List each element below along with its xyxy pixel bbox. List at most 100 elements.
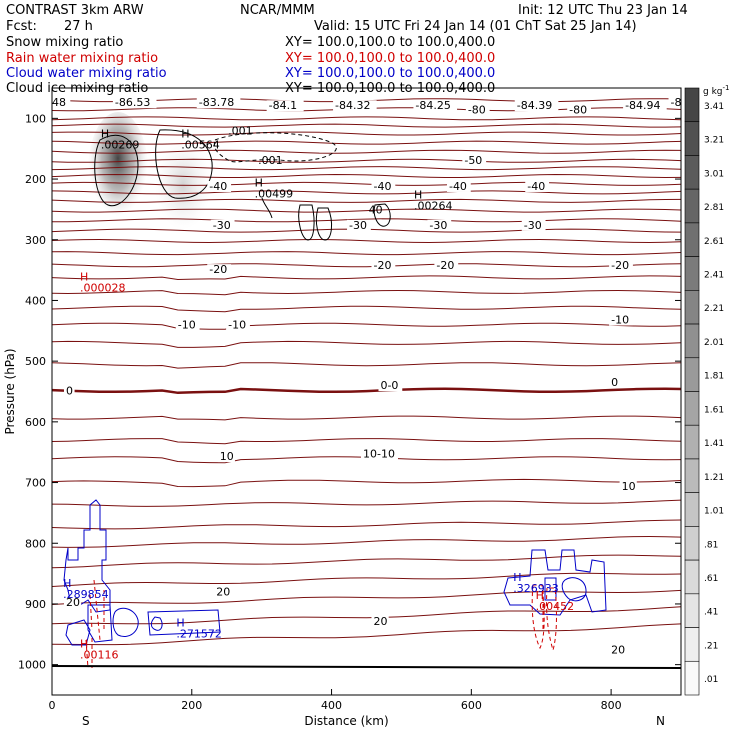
colorbar-label: .41	[704, 608, 718, 618]
temperature-label-bg	[623, 100, 667, 112]
colorbar-swatch	[684, 87, 700, 123]
temperature-label: 0-0	[380, 379, 398, 392]
isotherm	[52, 519, 681, 530]
field-name-rain: Rain water mixing ratio	[6, 51, 159, 66]
cloud-water-contour	[150, 616, 163, 631]
rain-water-contour	[531, 584, 545, 650]
temperature-label-bg	[371, 616, 389, 628]
temperature-label-bg	[446, 180, 471, 192]
temperature-label: -80	[468, 103, 486, 116]
isotherm	[52, 499, 681, 507]
y-tick-label: 800	[25, 537, 46, 550]
temperature-label-bg	[521, 219, 546, 231]
center-title: NCAR/MMM	[240, 3, 315, 18]
colorbar-label: .21	[704, 641, 718, 651]
temperature-label: -50	[464, 154, 482, 167]
temperature-label-bg	[266, 100, 304, 112]
cloud-ice-contour	[315, 207, 333, 241]
colorbar-swatch	[684, 256, 700, 291]
y-tick-label: 500	[25, 355, 46, 368]
model-title: CONTRAST 3km ARW	[6, 3, 144, 18]
isotherm	[52, 362, 681, 369]
cloud-ice-contour	[373, 203, 391, 227]
temperature-label-bg	[196, 97, 241, 109]
colorbar-label: 2.61	[704, 237, 724, 247]
ice-contour-label: .001	[228, 125, 253, 138]
cloud-water-contour	[112, 607, 139, 637]
colorbar-swatch	[684, 391, 700, 426]
temperature-label: -10	[178, 318, 196, 331]
isotherm	[52, 238, 681, 244]
temperature-label: -20	[611, 259, 629, 272]
isotherm	[52, 218, 681, 223]
y-tick-label: 900	[25, 598, 46, 611]
high-marker: H	[80, 638, 88, 651]
field-xy-cloud-water: XY= 100.0,100.0 to 100.0,400.0	[285, 66, 496, 81]
temperature-label-bg	[567, 104, 591, 116]
temperature-label: -84.39	[517, 99, 552, 112]
ice-contour-label: .001	[258, 154, 283, 167]
isotherm	[52, 305, 681, 313]
temperature-label: -30	[213, 219, 231, 232]
x-tick-label: 600	[461, 699, 482, 712]
temperature-label-bg	[525, 180, 550, 192]
high-value: .00452	[536, 600, 575, 613]
temperature-label: 20	[611, 644, 625, 657]
temperature-label-bg	[361, 448, 399, 460]
colorbar-label: 1.61	[704, 405, 724, 415]
colorbar-label: 1.41	[704, 439, 724, 449]
high-marker: H	[63, 577, 71, 590]
temperature-label-bg	[226, 319, 250, 331]
temperature-label-bg	[434, 259, 459, 271]
temperature-label-bg	[52, 97, 71, 109]
y-tick-label: 700	[25, 477, 46, 490]
high-value: .00264	[414, 199, 453, 212]
colorbar-label: .61	[704, 574, 718, 584]
y-tick-label: 1000	[18, 659, 46, 672]
temperature-label-bg	[371, 180, 396, 192]
temperature-label: -10	[228, 318, 246, 331]
high-marker: H	[255, 176, 263, 189]
temperature-label: -84.94	[625, 99, 660, 112]
cloud-ice-contour	[261, 197, 273, 219]
temperature-label-bg	[462, 154, 487, 166]
cloud-ice-contour	[298, 204, 315, 241]
colorbar-label: 2.41	[704, 270, 724, 280]
temperature-label: 10-10	[363, 448, 395, 461]
y-tick-label: 300	[25, 234, 46, 247]
valid-time: Valid: 15 UTC Fri 24 Jan 14 (01 ChT Sat …	[314, 19, 637, 34]
isotherm	[52, 116, 681, 121]
temperature-label-bg	[619, 480, 637, 492]
temperature-label: -84.25	[415, 99, 450, 112]
colorbar-swatch	[684, 458, 700, 493]
colorbar-label: 3.41	[704, 102, 724, 112]
colorbar-swatch	[684, 290, 700, 325]
temperature-label: -30	[524, 219, 542, 232]
temperature-label: -80	[569, 103, 587, 116]
isotherm	[52, 208, 681, 213]
colorbar-label: .01	[704, 675, 718, 685]
cloud-ice-contour	[94, 134, 139, 207]
temperature-label-bg	[207, 264, 232, 276]
temperature-label-bg	[609, 644, 627, 656]
cloud-ice-contour	[155, 129, 213, 199]
y-tick-label: 200	[25, 173, 46, 186]
isotherm	[52, 623, 681, 646]
temperature-label: -40	[373, 180, 391, 193]
colorbar-unit: g kg-1	[703, 84, 729, 97]
isotherm	[52, 149, 681, 154]
colorbar-label: 1.01	[704, 507, 724, 517]
temperature-label: 10	[622, 480, 636, 493]
high-value: .000028	[80, 281, 126, 294]
x-tick-label: 0	[49, 699, 56, 712]
high-marker: H	[414, 188, 422, 201]
colorbar-swatch	[684, 627, 700, 662]
cloud-water-contour	[503, 549, 607, 616]
surface-line	[52, 665, 681, 669]
cloud-water-contour	[87, 604, 113, 643]
high-value: .00116	[80, 649, 119, 662]
forecast-label: Fcst:	[6, 19, 37, 34]
isotherm	[52, 158, 681, 163]
field-name-cloud-water: Cloud water mixing ratio	[6, 66, 167, 81]
